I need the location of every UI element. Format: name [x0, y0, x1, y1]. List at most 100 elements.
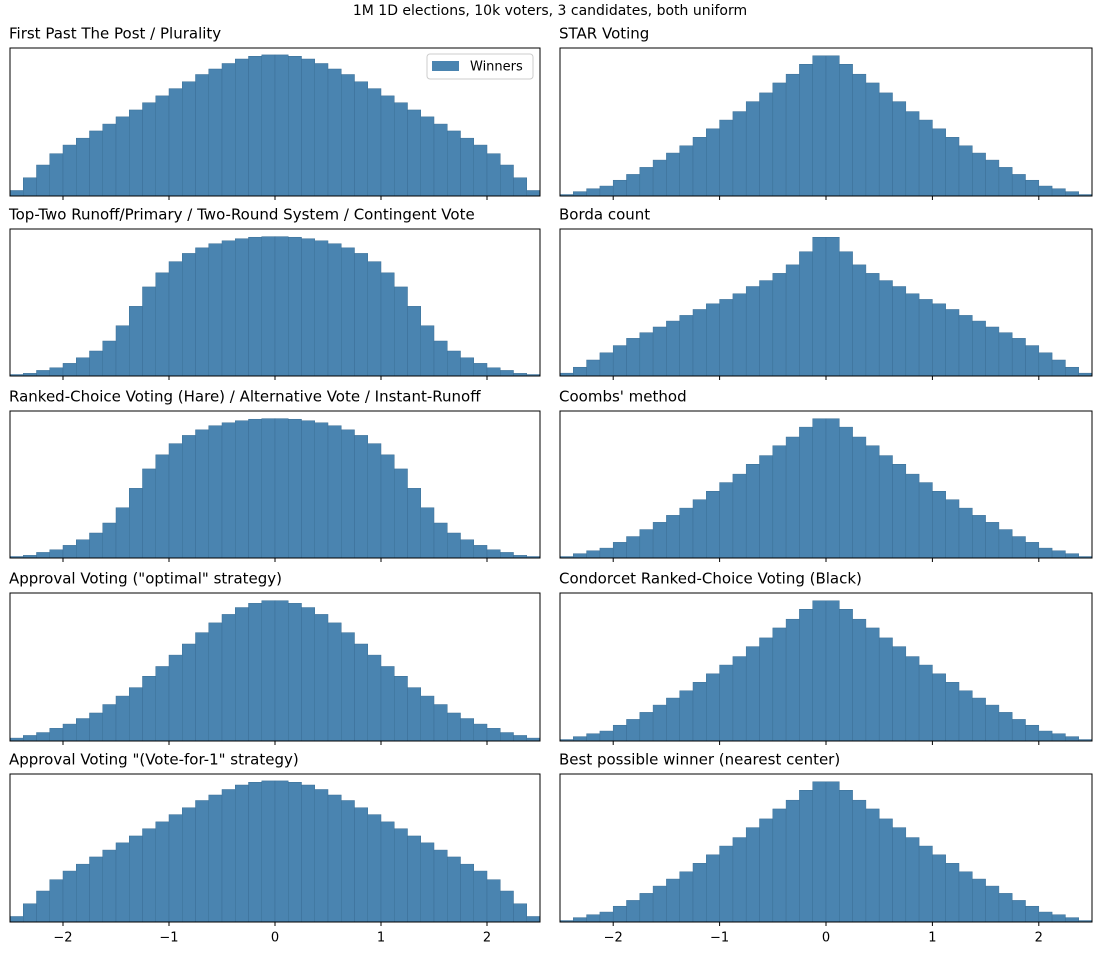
bar [367, 88, 382, 197]
bar [1065, 917, 1079, 923]
bar [208, 425, 223, 559]
bar [420, 325, 435, 377]
bar [586, 733, 601, 742]
bar [706, 303, 720, 377]
bar [129, 687, 143, 742]
bar [168, 443, 183, 559]
bar [719, 482, 734, 559]
bar [825, 418, 840, 559]
bar [168, 814, 183, 923]
x-tick-label: 2 [483, 931, 491, 946]
bar [745, 646, 760, 742]
bar [49, 367, 64, 377]
bar [892, 464, 907, 559]
bar [692, 863, 707, 923]
bar [785, 799, 800, 923]
bar [36, 552, 50, 559]
bar [732, 293, 747, 377]
bar [380, 666, 395, 742]
bar [407, 835, 421, 923]
bar [759, 455, 774, 559]
bar [115, 116, 130, 197]
bar [195, 429, 209, 559]
bar [852, 73, 867, 197]
bar [208, 243, 223, 377]
bar [905, 111, 920, 197]
bar [486, 879, 501, 923]
bar [354, 253, 368, 377]
bar [719, 845, 734, 923]
bar [1038, 730, 1053, 742]
bar [235, 784, 249, 923]
bar [407, 306, 421, 377]
bar [62, 144, 77, 197]
bar [274, 54, 289, 197]
bar [341, 800, 355, 923]
x-tick-label: 1 [377, 931, 385, 946]
bar [679, 145, 694, 197]
bar [652, 159, 667, 197]
bar [115, 507, 130, 559]
bar [719, 299, 734, 377]
legend-label: Winners [470, 60, 523, 75]
bar [745, 464, 760, 559]
bar [235, 607, 249, 742]
bar [486, 153, 501, 197]
bar [892, 646, 907, 742]
bar [1025, 179, 1040, 197]
bar [129, 306, 143, 377]
bar [500, 732, 514, 742]
legend-swatch [432, 61, 459, 71]
bar [1011, 900, 1026, 923]
bar [248, 56, 262, 197]
bar [652, 885, 667, 923]
bar [706, 673, 720, 742]
bar [195, 632, 209, 742]
bar [812, 237, 827, 377]
bar [692, 499, 707, 559]
bar [261, 236, 276, 377]
bar [500, 890, 514, 923]
bar [380, 95, 395, 197]
bar [799, 426, 813, 559]
bar [62, 545, 77, 559]
bar [1025, 345, 1040, 377]
bar [998, 712, 1013, 742]
bar [115, 325, 130, 377]
bar [692, 682, 707, 742]
bar [36, 732, 50, 742]
bar [407, 488, 421, 559]
bar [1025, 724, 1040, 742]
bar [626, 536, 641, 559]
bar [486, 367, 501, 377]
bar [513, 903, 527, 923]
bar [958, 315, 973, 377]
bar [666, 152, 680, 197]
bar [367, 261, 382, 377]
bar [892, 101, 907, 197]
bar [759, 280, 774, 377]
x-tick-label: 2 [1035, 931, 1043, 946]
bar [732, 111, 747, 197]
bar [958, 507, 973, 559]
bar [36, 164, 50, 197]
bar [1051, 550, 1066, 559]
bar [679, 690, 694, 742]
panel-title: Coombs' method [559, 388, 687, 406]
bar [168, 88, 183, 197]
bar [433, 340, 448, 377]
bar [812, 55, 827, 197]
bar [865, 273, 880, 377]
bar [812, 781, 827, 923]
x-tick-label: 0 [271, 931, 279, 946]
bar [852, 618, 867, 742]
bar [892, 827, 907, 923]
bar [1051, 359, 1066, 377]
bar [433, 704, 448, 742]
bar [526, 916, 541, 923]
bar [301, 420, 315, 559]
bar [878, 637, 893, 742]
bar [314, 614, 329, 742]
bar [932, 490, 946, 559]
bar [998, 167, 1013, 197]
